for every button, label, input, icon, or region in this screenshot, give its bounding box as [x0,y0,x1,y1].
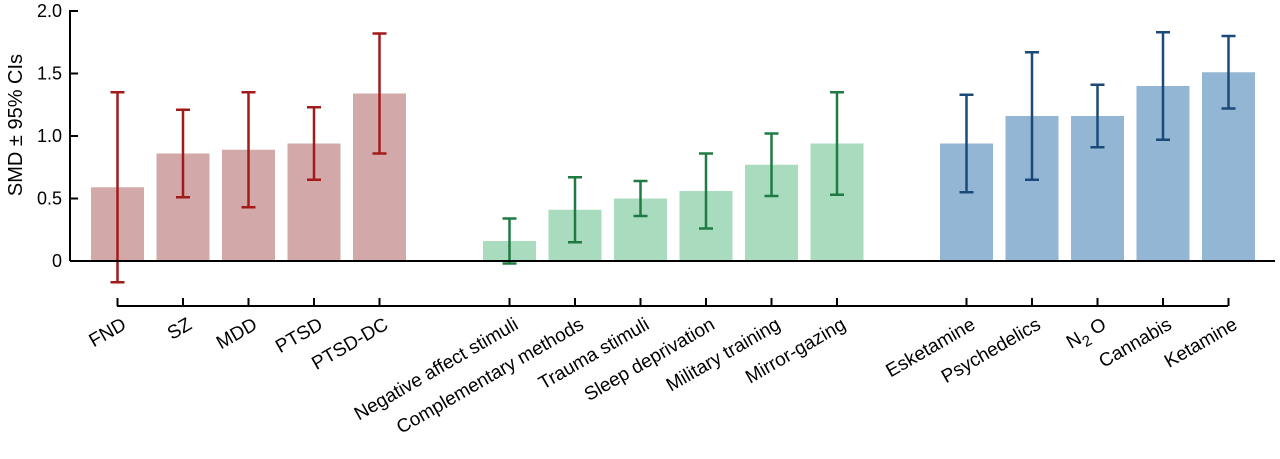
bars-layer [91,72,1255,261]
error-bar [764,132,779,198]
x-tick-label: SZ [164,314,196,345]
y-tick-label: 0.5 [37,189,62,209]
error-bar [1156,31,1170,141]
x-tick-label: Ketamine [1161,314,1241,372]
error-bars-layer [110,31,1236,284]
error-bar [307,106,321,181]
error-bar [241,91,256,209]
error-bar [110,91,125,284]
y-tick-label: 2.0 [37,1,62,21]
y-tick-label: 1.0 [37,126,62,146]
error-bar [372,32,387,155]
error-bar [699,152,713,230]
error-bar [1090,83,1105,149]
error-bar [502,217,517,265]
error-bar [633,179,648,218]
error-bar [568,176,582,244]
error-bar [1221,34,1236,110]
x-tick-label: Cannabis [1095,314,1175,372]
error-bar [959,93,974,194]
x-tick-label: Military training [663,314,784,396]
y-axis-label: SMD ± 95% CIs [5,54,27,196]
x-tick-label: MDD [213,314,261,354]
error-bar [830,91,844,196]
error-bar [1025,51,1039,181]
error-bar [176,108,190,199]
y-tick-label: 1.5 [37,64,62,84]
y-ticks-layer: 0 0.5 1.0 1.5 2.0 [37,1,78,271]
y-tick-label: 0 [52,251,62,271]
x-tick-label: FND [86,314,130,352]
